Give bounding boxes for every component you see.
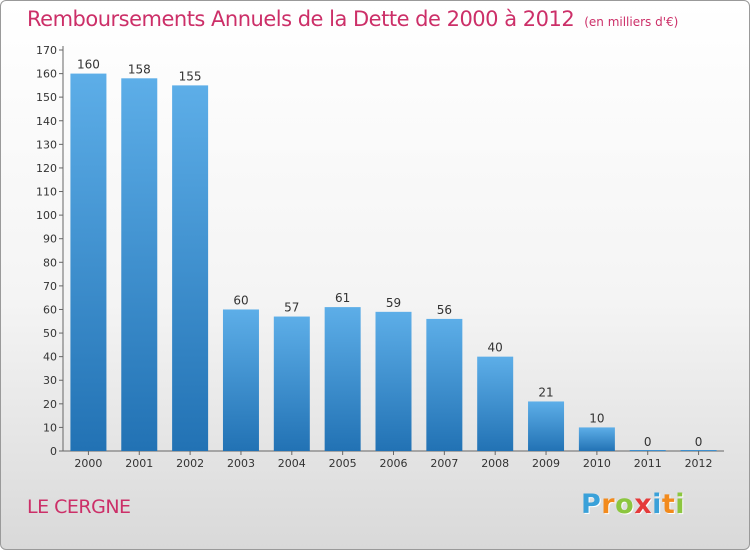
y-tick-label: 140 <box>36 115 57 128</box>
bar-2012 <box>680 450 717 451</box>
y-tick-label: 40 <box>43 351 57 364</box>
y-tick-label: 100 <box>36 209 57 222</box>
y-tick-label: 90 <box>43 233 57 246</box>
y-tick-label: 120 <box>36 162 57 175</box>
logo-letter: r <box>601 489 616 520</box>
chart-title: Remboursements Annuels de la Dette de 20… <box>27 7 575 31</box>
bar-2002 <box>172 85 209 451</box>
title-block: Remboursements Annuels de la Dette de 20… <box>27 7 678 31</box>
data-label-2011: 0 <box>644 435 652 449</box>
y-axis-ticks: 0 10 20 30 40 50 60 70 80 90 100 110 120 130 140 150 160… <box>36 44 63 458</box>
data-label-2001: 158 <box>128 62 151 76</box>
x-tick-label-2004: 2004 <box>278 457 306 470</box>
y-tick-label: 10 <box>43 421 57 434</box>
y-tick-label: 150 <box>36 91 57 104</box>
y-tick-label: 80 <box>43 256 57 269</box>
data-label-2009: 21 <box>538 385 553 399</box>
proxiti-logo: Proxiti <box>581 489 685 520</box>
commune-name: LE CERGNE <box>27 496 131 518</box>
bar-2004 <box>273 316 310 451</box>
y-tick-label: 110 <box>36 186 57 199</box>
bar-2010 <box>578 427 615 451</box>
x-tick-label-2008: 2008 <box>481 457 509 470</box>
y-tick-label: 0 <box>50 445 57 458</box>
bar-2011 <box>629 450 666 451</box>
bar-2008 <box>477 356 514 451</box>
data-label-2000: 160 <box>77 58 100 72</box>
bar-2009 <box>528 401 565 451</box>
logo-letter: i <box>652 489 662 520</box>
y-tick-label: 160 <box>36 68 57 81</box>
data-label-2003: 60 <box>233 293 248 307</box>
bar-2000 <box>70 73 107 452</box>
data-label-2007: 56 <box>437 303 452 317</box>
bar-2007 <box>426 318 463 451</box>
x-tick-label-2007: 2007 <box>430 457 458 470</box>
x-tick-label-2002: 2002 <box>176 457 204 470</box>
x-tick-label-2005: 2005 <box>329 457 357 470</box>
x-tick-label-2009: 2009 <box>532 457 560 470</box>
bars: 160 158 155 60 57 61 59 56 40 21 10 0 0 <box>70 58 717 452</box>
x-tick-label-2010: 2010 <box>583 457 611 470</box>
y-tick-label: 130 <box>36 138 57 151</box>
y-tick-label: 50 <box>43 327 57 340</box>
x-axis-ticks: 2000 2001 2002 2003 2004 2005 2006 2007 2008 2009… <box>74 451 713 470</box>
bar-2001 <box>121 78 158 452</box>
data-label-2004: 57 <box>284 301 299 315</box>
chart-unit: (en milliers d'€) <box>584 15 679 29</box>
logo-letter: t <box>661 489 676 520</box>
data-label-2005: 61 <box>335 291 350 305</box>
data-label-2012: 0 <box>695 435 703 449</box>
data-label-2002: 155 <box>179 69 202 83</box>
bar-2006 <box>375 311 412 451</box>
y-tick-label: 30 <box>43 374 57 387</box>
x-tick-label-2011: 2011 <box>634 457 662 470</box>
logo-letter: i <box>675 489 686 520</box>
data-label-2008: 40 <box>488 341 503 355</box>
bar-2005 <box>324 307 361 451</box>
y-tick-label: 70 <box>43 280 57 293</box>
x-tick-label-2012: 2012 <box>685 457 713 470</box>
logo-letter: x <box>634 489 653 520</box>
bar-2003 <box>222 309 259 451</box>
logo-letter: P <box>581 489 602 520</box>
x-tick-label-2003: 2003 <box>227 457 255 470</box>
data-label-2006: 59 <box>386 296 401 310</box>
x-tick-label-2001: 2001 <box>125 457 153 470</box>
y-tick-label: 20 <box>43 398 57 411</box>
x-tick-label-2006: 2006 <box>380 457 408 470</box>
y-tick-label: 60 <box>43 303 57 316</box>
logo-letter: o <box>615 489 635 520</box>
x-tick-label-2000: 2000 <box>74 457 102 470</box>
data-label-2010: 10 <box>589 411 604 425</box>
y-tick-label: 170 <box>36 44 57 57</box>
